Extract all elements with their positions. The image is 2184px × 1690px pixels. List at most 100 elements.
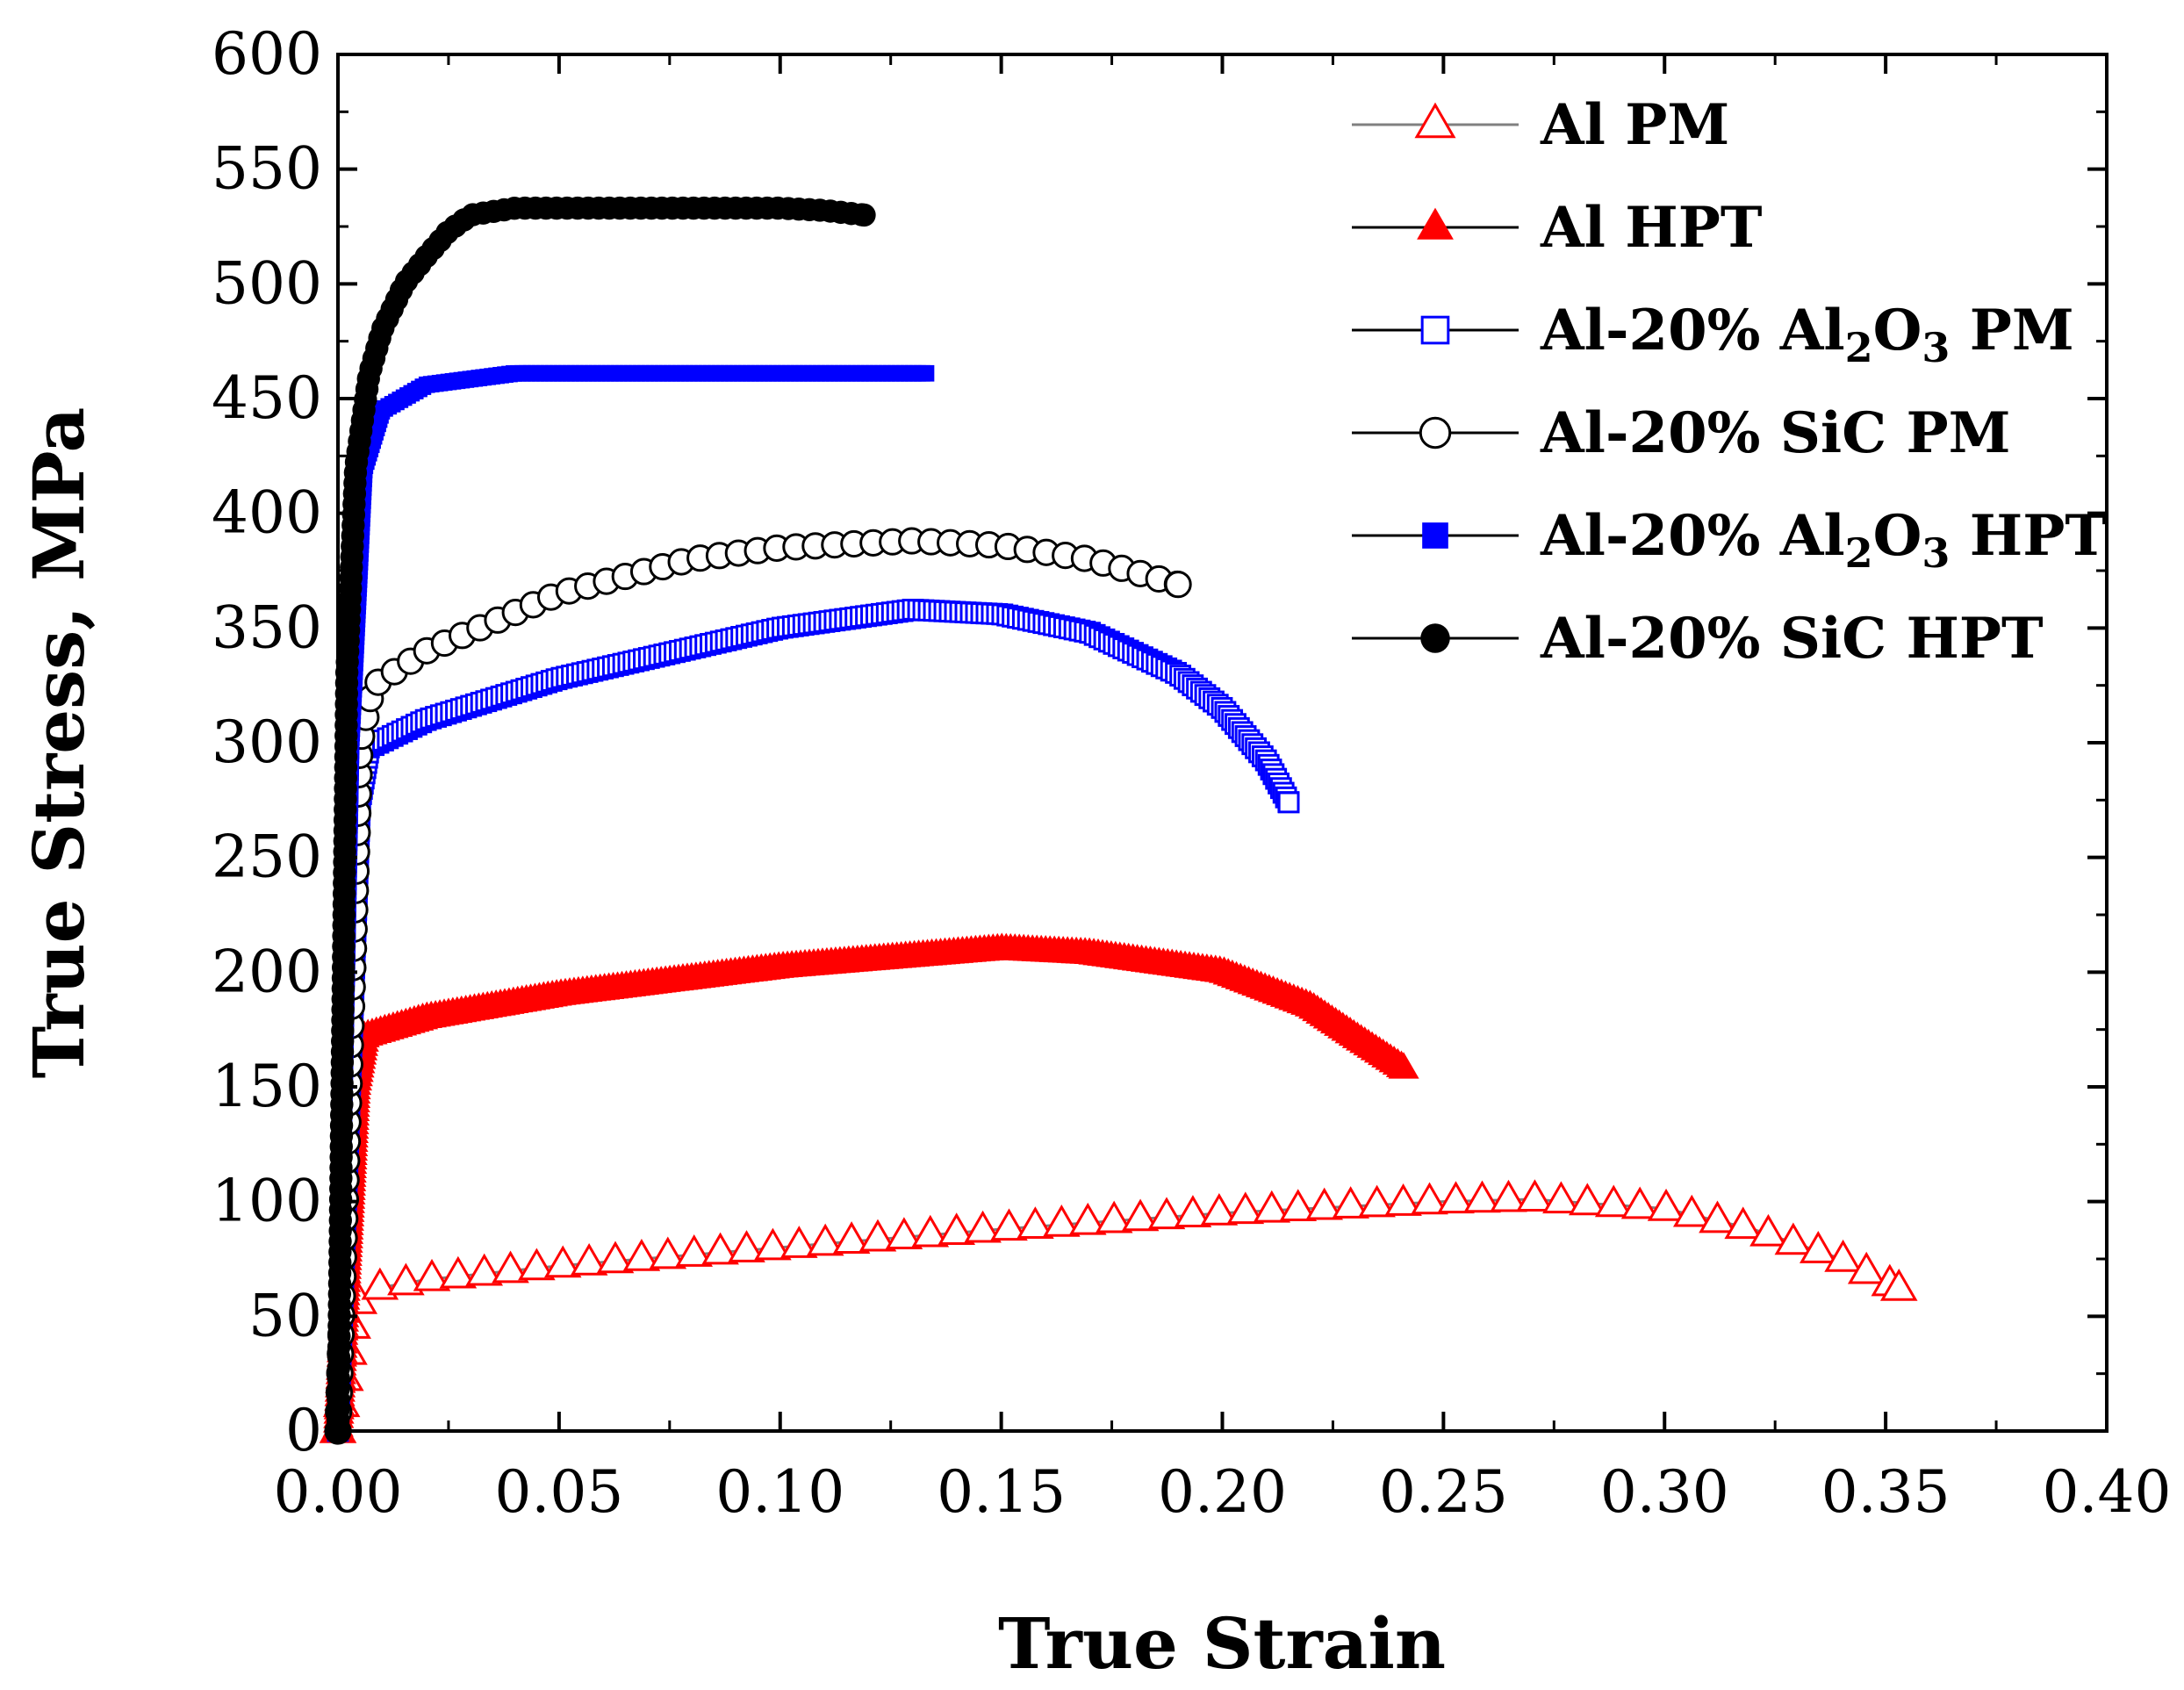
data-point [701, 1232, 739, 1265]
data-point [1824, 1239, 1862, 1272]
data-point [1017, 1206, 1054, 1239]
data-point [1749, 1213, 1787, 1247]
data-point [1774, 1222, 1813, 1255]
y-tick-label: 50 [248, 1282, 322, 1349]
data-point [911, 1214, 950, 1248]
data-point [1417, 207, 1454, 240]
series-layer [319, 196, 1918, 1445]
data-point [465, 1253, 503, 1286]
data-point [570, 1242, 608, 1276]
data-point [1121, 1198, 1160, 1232]
legend-item: Al-20% Al2O3 HPT [1352, 503, 2107, 577]
data-point [964, 1210, 1002, 1243]
data-point [649, 1236, 687, 1269]
legend-label: Al-20% SiC HPT [1540, 606, 2044, 672]
legend-label-part: 2 [1845, 324, 1873, 371]
data-point [1437, 1181, 1475, 1214]
data-point [1253, 1190, 1291, 1223]
legend-item: Al-20% SiC HPT [1352, 606, 2044, 672]
data-point [1799, 1231, 1837, 1263]
data-point [361, 1267, 399, 1300]
y-tick-label: 150 [212, 1053, 322, 1120]
data-point [885, 1217, 923, 1249]
data-point [1332, 1186, 1369, 1219]
y-tick-label: 350 [212, 593, 322, 661]
data-point [1068, 1202, 1107, 1235]
data-point [1490, 1179, 1527, 1212]
data-point [413, 1258, 451, 1291]
y-tick-label: 200 [212, 938, 322, 1005]
x-tick-label: 0.15 [937, 1458, 1066, 1526]
data-point [622, 1239, 661, 1271]
data-point [1147, 1197, 1186, 1230]
y-tick-label: 250 [212, 823, 322, 891]
data-point [990, 1208, 1028, 1241]
x-tick-label: 0.00 [274, 1458, 403, 1526]
data-point [938, 1212, 975, 1246]
data-point [1419, 416, 1452, 449]
y-tick-label: 500 [212, 249, 322, 317]
legend-label: Al-20% Al2O3 PM [1540, 298, 2074, 371]
legend-label-part: 3 [1922, 324, 1950, 371]
x-tick-label: 0.20 [1158, 1458, 1287, 1526]
data-point [1542, 1181, 1580, 1214]
data-point [1305, 1187, 1343, 1220]
legend-item: Al-20% Al2O3 PM [1352, 298, 2074, 371]
data-point [1164, 571, 1192, 599]
data-point [1620, 1186, 1659, 1219]
data-point [1279, 1189, 1318, 1222]
legend-label-part: Al HPT [1540, 195, 1762, 261]
x-tick-label: 0.10 [715, 1458, 844, 1526]
y-tick-label: 0 [285, 1397, 322, 1464]
data-point [439, 1255, 478, 1289]
legend-label-part: Al-20% SiC HPT [1540, 606, 2044, 672]
legend-label-part: Al PM [1540, 92, 1729, 158]
legend-label-part: Al-20% Al [1540, 298, 1845, 363]
data-point [1384, 1183, 1422, 1216]
data-point [852, 203, 876, 227]
legend-label: Al-20% Al2O3 HPT [1540, 503, 2107, 577]
y-axis-title: True Stress, MPa [18, 407, 100, 1079]
data-point [1879, 1268, 1918, 1301]
legend-label-part: 3 [1922, 529, 1950, 577]
data-point [1095, 1200, 1133, 1233]
legend-label-part: Al-20% Al [1540, 503, 1845, 569]
data-point [1043, 1205, 1081, 1237]
x-tick-label: 0.30 [1600, 1458, 1729, 1526]
data-point [1174, 1195, 1212, 1227]
legend-label-part: PM [1950, 298, 2073, 363]
x-axis-title: True Strain [998, 1602, 1446, 1685]
data-point [779, 1226, 818, 1258]
data-point [806, 1223, 844, 1256]
y-tick-label: 100 [212, 1168, 322, 1235]
legend-label-part: 2 [1845, 529, 1873, 577]
legend-label-part: Al-20% SiC PM [1540, 400, 2010, 466]
data-point [1411, 1182, 1448, 1215]
data-point [1463, 1180, 1501, 1213]
data-point [1699, 1200, 1736, 1233]
legend-label: Al PM [1540, 92, 1729, 158]
data-point [1388, 1052, 1419, 1079]
data-point [1200, 1192, 1239, 1226]
data-point [387, 1262, 425, 1296]
x-tick-label: 0.25 [1379, 1458, 1508, 1526]
data-point [917, 364, 935, 382]
series-al-20-sic-hpt [326, 196, 876, 1443]
x-tick-label: 0.40 [2043, 1458, 2172, 1526]
legend-item: Al PM [1352, 92, 1729, 158]
data-point [675, 1234, 714, 1267]
data-point [832, 1221, 871, 1254]
legend-label-part: HPT [1950, 503, 2107, 569]
legend-label: Al HPT [1540, 195, 1762, 261]
legend-label-part: O [1873, 298, 1922, 363]
y-tick-label: 550 [212, 135, 322, 203]
data-point [1594, 1184, 1633, 1218]
legend-label-part: O [1873, 503, 1922, 569]
data-point [1414, 102, 1456, 139]
data-point [1724, 1206, 1763, 1240]
data-point [596, 1241, 635, 1274]
data-point [1420, 623, 1450, 653]
data-point [754, 1227, 792, 1261]
y-tick-label: 400 [212, 479, 322, 547]
